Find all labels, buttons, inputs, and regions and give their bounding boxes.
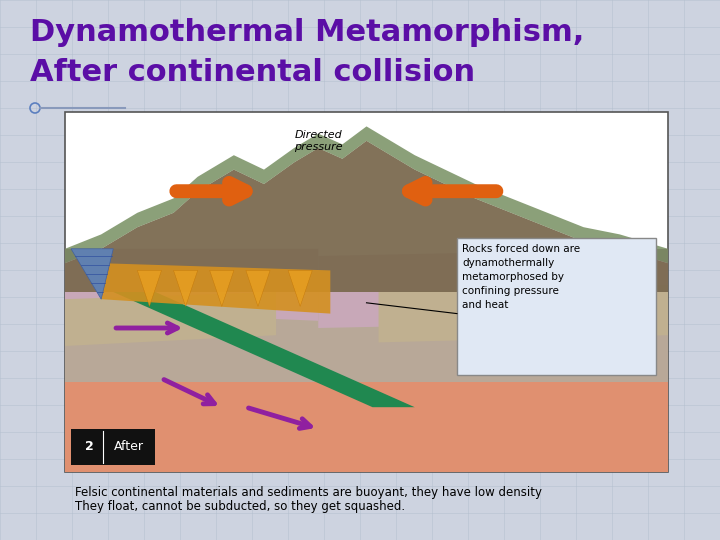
Text: Dynamothermal Metamorphism,: Dynamothermal Metamorphism, — [30, 18, 585, 47]
Text: After continental collision: After continental collision — [30, 58, 475, 87]
Polygon shape — [71, 249, 113, 299]
Bar — [65, 112, 668, 472]
Polygon shape — [379, 285, 668, 342]
Polygon shape — [318, 249, 668, 328]
Polygon shape — [210, 271, 234, 306]
FancyBboxPatch shape — [457, 238, 656, 375]
Text: Directed
pressure: Directed pressure — [294, 130, 343, 152]
Polygon shape — [65, 292, 276, 346]
Text: Felsic continental materials and sediments are buoyant, they have low density: Felsic continental materials and sedimen… — [75, 486, 542, 499]
Polygon shape — [288, 271, 312, 306]
Text: They float, cannot be subducted, so they get squashed.: They float, cannot be subducted, so they… — [75, 500, 405, 513]
Polygon shape — [174, 271, 198, 306]
Text: After: After — [114, 440, 143, 453]
Polygon shape — [113, 292, 415, 407]
Polygon shape — [102, 263, 330, 314]
Polygon shape — [138, 271, 161, 306]
Bar — [71, 429, 156, 465]
Polygon shape — [246, 271, 270, 306]
Polygon shape — [65, 285, 668, 382]
Polygon shape — [65, 126, 668, 263]
Polygon shape — [65, 249, 318, 321]
Text: Rocks forced down are
dynamothermally
metamorphosed by
confining pressure
and he: Rocks forced down are dynamothermally me… — [462, 244, 580, 310]
Polygon shape — [65, 141, 668, 292]
Polygon shape — [65, 371, 668, 472]
Text: 2: 2 — [85, 440, 94, 453]
